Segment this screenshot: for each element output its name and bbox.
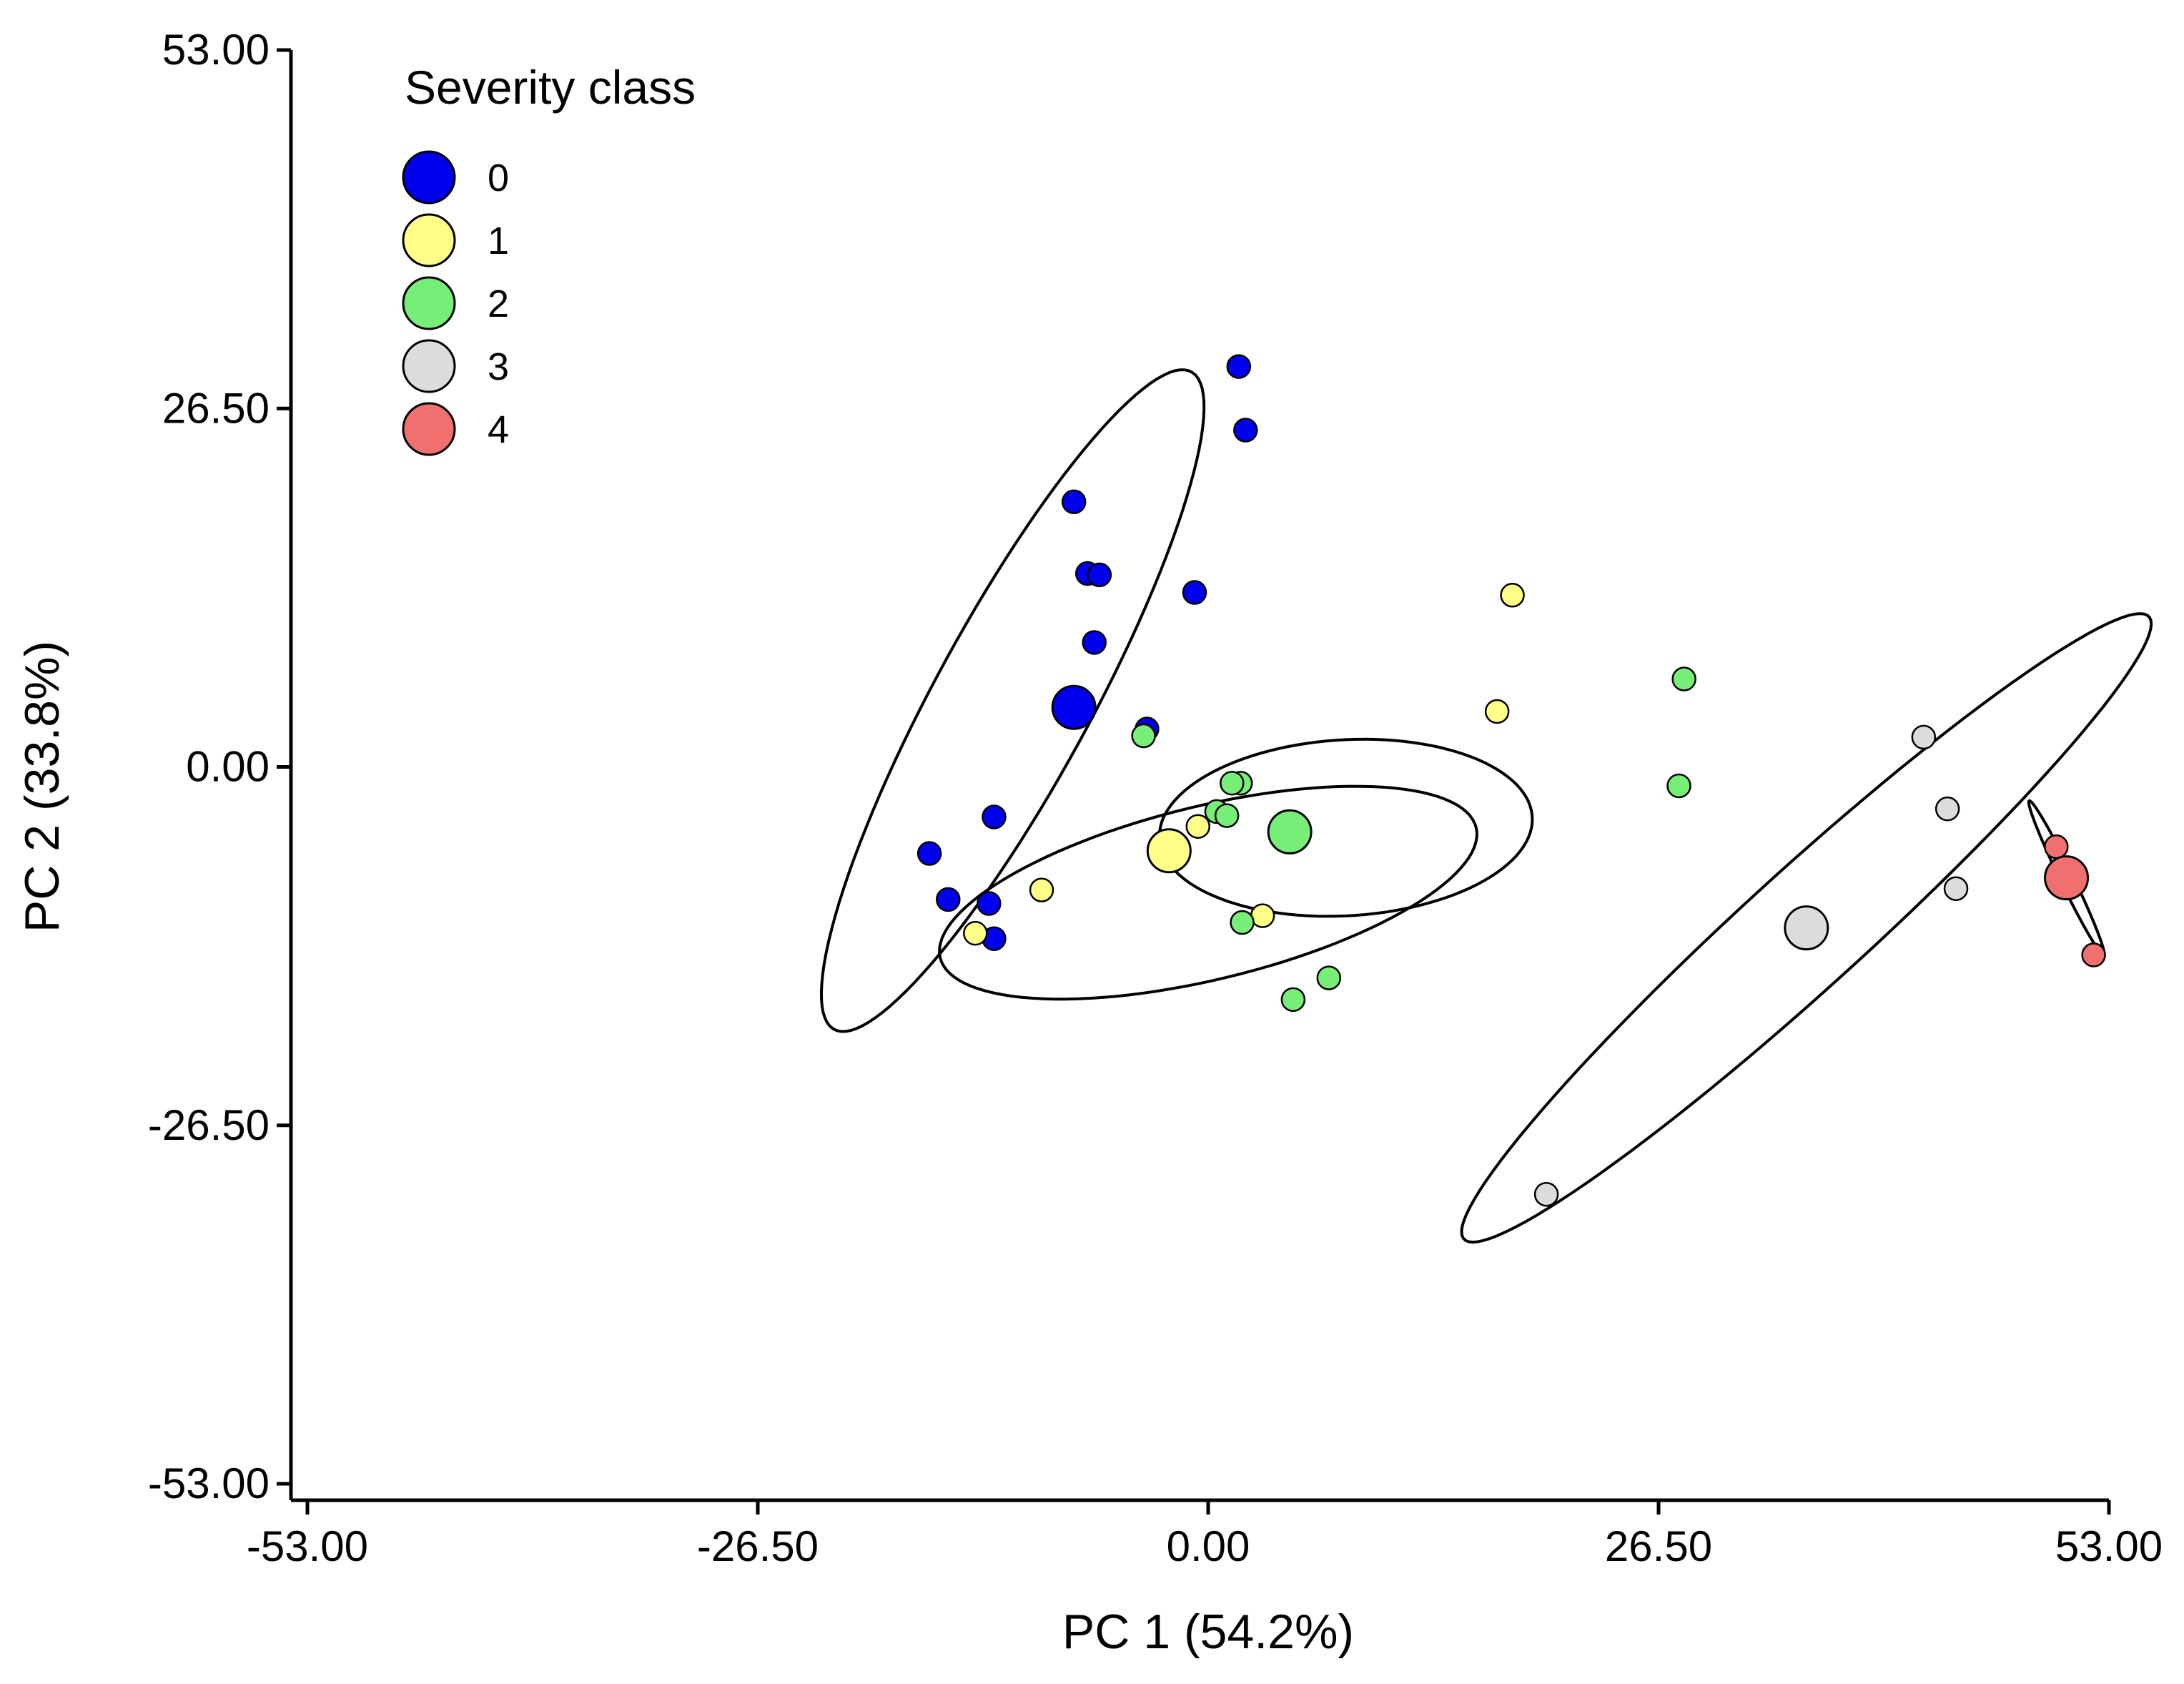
point-class-4 <box>2081 942 2106 967</box>
legend-marker-0 <box>402 150 456 205</box>
ellipse-class-1 <box>938 784 1478 1001</box>
point-class-0 <box>916 841 942 866</box>
legend-label-0: 0 <box>488 157 509 200</box>
point-class-2 <box>1666 773 1691 799</box>
point-class-2 <box>1131 723 1156 749</box>
y-tick-label: 0.00 <box>186 743 270 791</box>
point-class-2 <box>1230 910 1255 935</box>
point-class-1 <box>1029 877 1054 902</box>
point-class-3 <box>1943 876 1969 901</box>
centroid-class-2 <box>1267 809 1313 855</box>
point-class-0 <box>1087 562 1112 588</box>
x-tick-label: -53.00 <box>247 1522 368 1570</box>
point-class-0 <box>1233 418 1258 443</box>
x-tick-label: -26.50 <box>697 1522 819 1570</box>
y-tick-label: -53.00 <box>148 1459 270 1507</box>
y-axis-title: PC 2 (33.8%) <box>15 641 69 932</box>
y-tick-label: -26.50 <box>148 1101 270 1149</box>
point-class-3 <box>1911 724 1937 750</box>
point-class-0 <box>1182 580 1207 605</box>
y-tick-label: 26.50 <box>162 384 270 432</box>
point-class-1 <box>963 920 988 946</box>
legend-label-1: 1 <box>488 220 509 262</box>
point-class-1 <box>1250 903 1275 928</box>
x-tick-label: 53.00 <box>2055 1522 2163 1570</box>
centroid-class-1 <box>1146 828 1192 874</box>
data-points <box>916 354 2106 1207</box>
legend-marker-2 <box>402 276 456 330</box>
ellipse-class-4 <box>2027 799 2106 957</box>
point-class-1 <box>1185 814 1210 839</box>
point-class-1 <box>1484 699 1510 724</box>
point-class-1 <box>1500 583 1525 608</box>
centroid-class-4 <box>2044 855 2090 901</box>
legend-label-2: 2 <box>488 282 509 325</box>
point-class-3 <box>1935 796 1960 822</box>
point-class-0 <box>936 887 961 912</box>
ellipse-class-0 <box>819 368 1206 1033</box>
point-class-0 <box>982 804 1007 829</box>
legend-title: Severity class <box>405 61 696 114</box>
legend-label-3: 3 <box>488 345 509 388</box>
point-class-2 <box>1671 666 1696 691</box>
x-tick-label: 26.50 <box>1605 1522 1712 1570</box>
axes: 53.00 26.50 0.00 -26.50 -53.00 -53.00 -26.50 0… <box>148 26 2163 1570</box>
x-tick-label: 0.00 <box>1167 1522 1250 1570</box>
x-axis-ticks: -53.00 -26.50 0.00 26.50 53.00 <box>247 1500 2163 1570</box>
legend-marker-4 <box>402 402 456 456</box>
legend-marker-3 <box>402 339 456 393</box>
point-class-3 <box>1533 1181 1559 1207</box>
point-class-2 <box>1280 987 1306 1013</box>
legend-marker-1 <box>402 213 456 267</box>
y-axis-ticks: 53.00 26.50 0.00 -26.50 -53.00 <box>148 26 291 1507</box>
centroid-class-0 <box>1051 684 1097 730</box>
point-class-2 <box>1220 770 1245 796</box>
point-class-0 <box>1061 489 1087 515</box>
centroid-class-3 <box>1784 905 1829 951</box>
point-class-2 <box>1214 803 1240 828</box>
point-class-0 <box>1082 630 1107 655</box>
point-class-2 <box>1316 965 1342 990</box>
point-class-0 <box>1226 354 1252 379</box>
legend: Severity class 0 1 2 3 4 <box>402 61 696 456</box>
legend-label-4: 4 <box>488 408 509 451</box>
point-class-0 <box>977 891 1002 916</box>
x-axis-title: PC 1 (54.2%) <box>1062 1605 1354 1659</box>
point-class-4 <box>2044 834 2069 860</box>
y-tick-label: 53.00 <box>162 26 270 74</box>
